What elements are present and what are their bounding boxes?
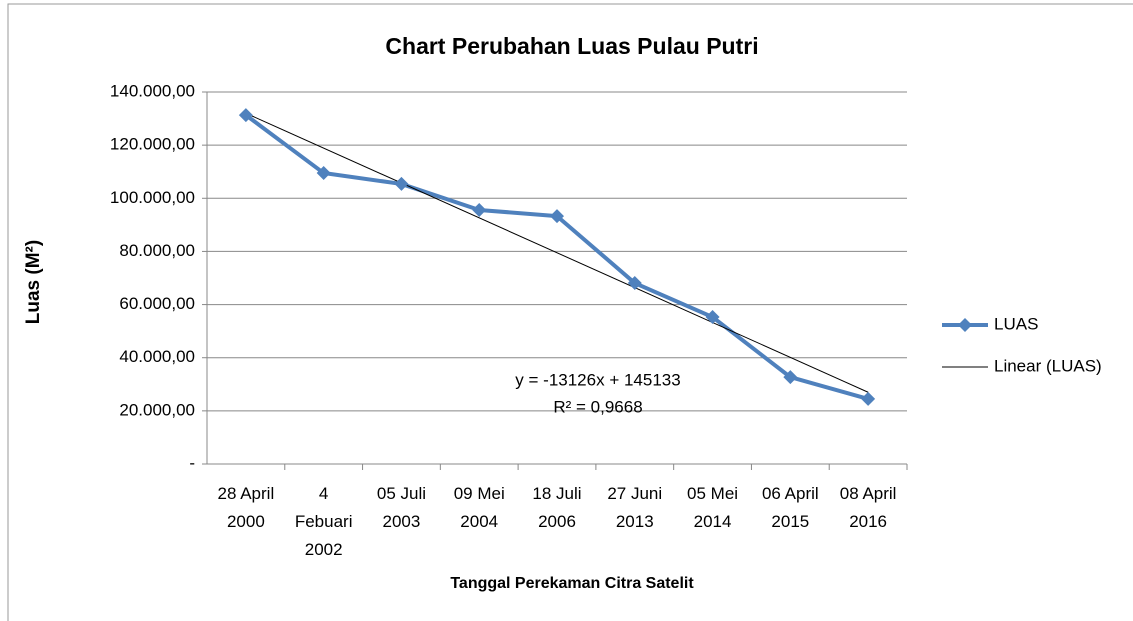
- data-point: [783, 370, 798, 385]
- data-point: [394, 176, 409, 191]
- trendline-equation: y = -13126x + 145133: [515, 370, 680, 389]
- legend-label: Linear (LUAS): [994, 356, 1102, 375]
- data-point: [550, 209, 564, 224]
- y-tick-label: 140.000,00: [110, 81, 195, 100]
- series-line: [244, 113, 869, 401]
- x-tick-label: 05 Mei 2014: [687, 484, 739, 531]
- x-tick-label: 27 Juni 2013: [607, 484, 663, 531]
- legend-marker: [958, 318, 972, 332]
- y-tick-label: 80.000,00: [119, 241, 195, 260]
- y-tick-label: -: [189, 453, 195, 472]
- x-tick-label: 06 April 2015: [761, 484, 819, 531]
- y-tick-label: 120.000,00: [110, 135, 195, 154]
- chart-border: [7, 3, 1133, 621]
- data-point: [627, 276, 642, 291]
- trendline-r-squared: R² = 0,9668: [553, 397, 642, 416]
- x-axis-label: Tanggal Perekaman Citra Satelit: [450, 575, 694, 592]
- y-tick-label: 60.000,00: [119, 294, 195, 313]
- trendline: [245, 112, 869, 393]
- x-tick-label: 09 Mei 2004: [453, 484, 505, 531]
- legend-label: LUAS: [994, 314, 1038, 333]
- data-point: [238, 108, 253, 123]
- data-point: [705, 310, 720, 325]
- x-tick-label: 18 Juli 2006: [532, 484, 582, 531]
- chart-title: Chart Perubahan Luas Pulau Putri: [385, 33, 758, 59]
- data-point: [861, 391, 876, 406]
- x-tick-label: 08 April 2016: [839, 484, 897, 531]
- x-tick-label: 28 April 2000: [217, 484, 275, 531]
- y-tick-label: 40.000,00: [119, 347, 195, 366]
- y-tick-label: 100.000,00: [110, 188, 195, 207]
- data-point: [316, 166, 331, 181]
- y-tick-label: 20.000,00: [119, 400, 195, 419]
- x-tick-label: 05 Juli 2003: [376, 484, 426, 531]
- y-axis-label: Luas (M²): [23, 240, 44, 324]
- x-tick-label: 4 Febuari 2002: [294, 484, 353, 559]
- data-point: [472, 202, 487, 217]
